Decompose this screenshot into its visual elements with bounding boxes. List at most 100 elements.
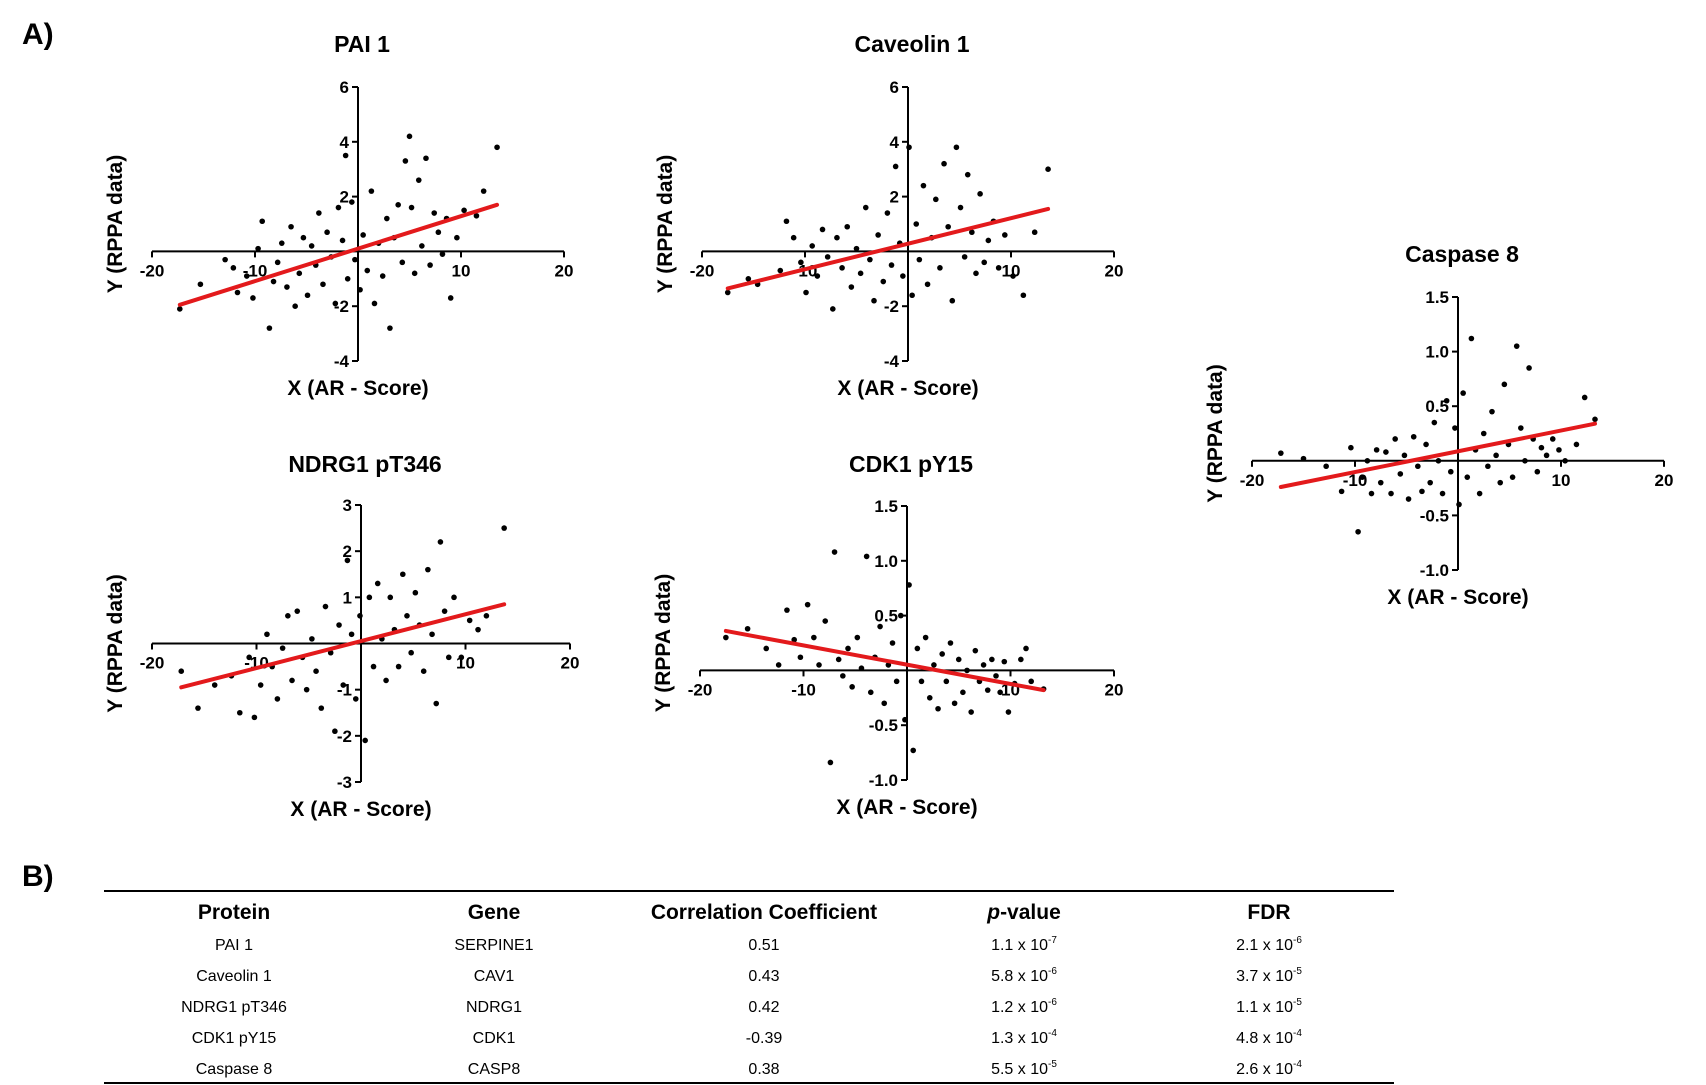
data-point	[723, 634, 729, 641]
cell-gene: CDK1	[472, 1029, 516, 1047]
y-tick-label: 0.5	[1425, 397, 1449, 416]
data-point	[320, 281, 326, 288]
data-point	[255, 245, 261, 252]
data-point	[387, 594, 394, 601]
data-point	[279, 645, 286, 651]
y-tick-label: -2	[334, 297, 349, 316]
regression-line	[179, 602, 507, 690]
data-point	[1452, 425, 1458, 431]
data-point	[906, 582, 912, 588]
y-tick-label: 1	[343, 588, 352, 607]
data-point	[1526, 365, 1532, 371]
data-point	[809, 243, 816, 249]
data-point	[195, 705, 201, 711]
data-point	[858, 665, 865, 672]
fdr-base: 2.1 x 10	[1236, 936, 1294, 954]
data-point	[819, 226, 826, 233]
data-point	[871, 297, 877, 304]
header-pvalue-rest: -value	[1000, 901, 1061, 924]
data-point	[783, 218, 790, 225]
data-point	[278, 240, 285, 246]
data-point	[1278, 450, 1284, 456]
fdr-exponent: -4	[1293, 1027, 1302, 1039]
data-point	[383, 677, 389, 684]
data-point	[429, 631, 435, 638]
data-point	[980, 662, 987, 668]
data-point	[1023, 645, 1029, 652]
data-point	[483, 613, 490, 619]
data-point	[1464, 474, 1471, 480]
y-tick-label: -0.5	[869, 716, 898, 735]
chart-title-caspase8: Caspase 8	[1405, 241, 1519, 267]
data-point	[763, 645, 770, 652]
data-point	[775, 662, 782, 668]
data-point	[364, 267, 371, 274]
header-gene: Gene	[467, 901, 521, 924]
data-point	[1045, 166, 1051, 172]
data-point	[1031, 229, 1038, 236]
data-point	[431, 210, 438, 216]
data-point	[423, 155, 429, 162]
panel-a-label: A)	[22, 18, 54, 51]
data-point	[234, 289, 241, 296]
y-tick-label: -2	[884, 297, 899, 316]
data-point	[1513, 343, 1520, 349]
data-point	[344, 557, 351, 564]
data-point	[854, 634, 861, 641]
data-point	[445, 654, 452, 661]
data-point	[264, 631, 270, 638]
data-point	[1573, 441, 1580, 448]
data-point	[412, 589, 419, 596]
data-point	[288, 223, 294, 230]
y-tick-label: 2	[343, 542, 352, 561]
data-point	[822, 618, 829, 624]
data-point	[352, 256, 358, 263]
data-point	[922, 634, 929, 641]
data-point	[197, 281, 204, 288]
data-point	[909, 292, 915, 299]
x-axis-label: X (AR - Score)	[836, 796, 977, 819]
cell-correlation: -0.39	[745, 1029, 783, 1047]
y-axis-label: Y (RPPA data)	[1204, 364, 1227, 502]
x-tick-label: 20	[561, 654, 580, 673]
y-axis-label: Y (RPPA data)	[104, 155, 127, 293]
data-point	[1534, 468, 1541, 475]
data-point	[1549, 436, 1556, 442]
header-fdr: FDR	[1247, 901, 1291, 924]
data-point	[222, 256, 228, 263]
data-point	[1460, 390, 1466, 396]
data-point	[1501, 381, 1508, 388]
data-point	[981, 259, 988, 266]
data-point	[349, 199, 355, 205]
x-tick-label: -20	[690, 261, 715, 280]
data-point	[230, 265, 237, 271]
y-tick-label: 0.5	[874, 607, 898, 626]
data-point	[1002, 232, 1008, 238]
header-correlation: Correlation Coefficient	[650, 901, 878, 924]
data-point	[935, 705, 941, 712]
cell-fdr: 4.8 x 10-4	[1144, 1023, 1394, 1054]
table-row: PAI 1 SERPINE1 0.51 1.1 x 10-7 2.1 x 10-…	[104, 930, 1394, 961]
data-point	[466, 617, 473, 624]
data-point	[408, 649, 414, 656]
data-point	[1355, 528, 1361, 535]
data-point	[406, 133, 413, 140]
data-point	[1392, 436, 1398, 442]
data-point	[473, 212, 480, 219]
data-point	[968, 709, 974, 715]
data-point	[425, 566, 431, 573]
data-point	[849, 684, 855, 690]
y-axis-label: Y (RPPA data)	[654, 155, 677, 293]
data-point	[332, 300, 339, 307]
data-point	[387, 325, 393, 331]
data-point	[402, 158, 409, 164]
y-tick-label: -1.0	[869, 771, 898, 790]
data-point	[1397, 471, 1404, 477]
data-point	[1476, 490, 1483, 497]
data-point	[949, 297, 956, 304]
data-point	[1447, 468, 1454, 475]
data-point	[1581, 394, 1588, 401]
header-pvalue: p-value	[904, 896, 1144, 930]
data-point	[1443, 397, 1450, 404]
